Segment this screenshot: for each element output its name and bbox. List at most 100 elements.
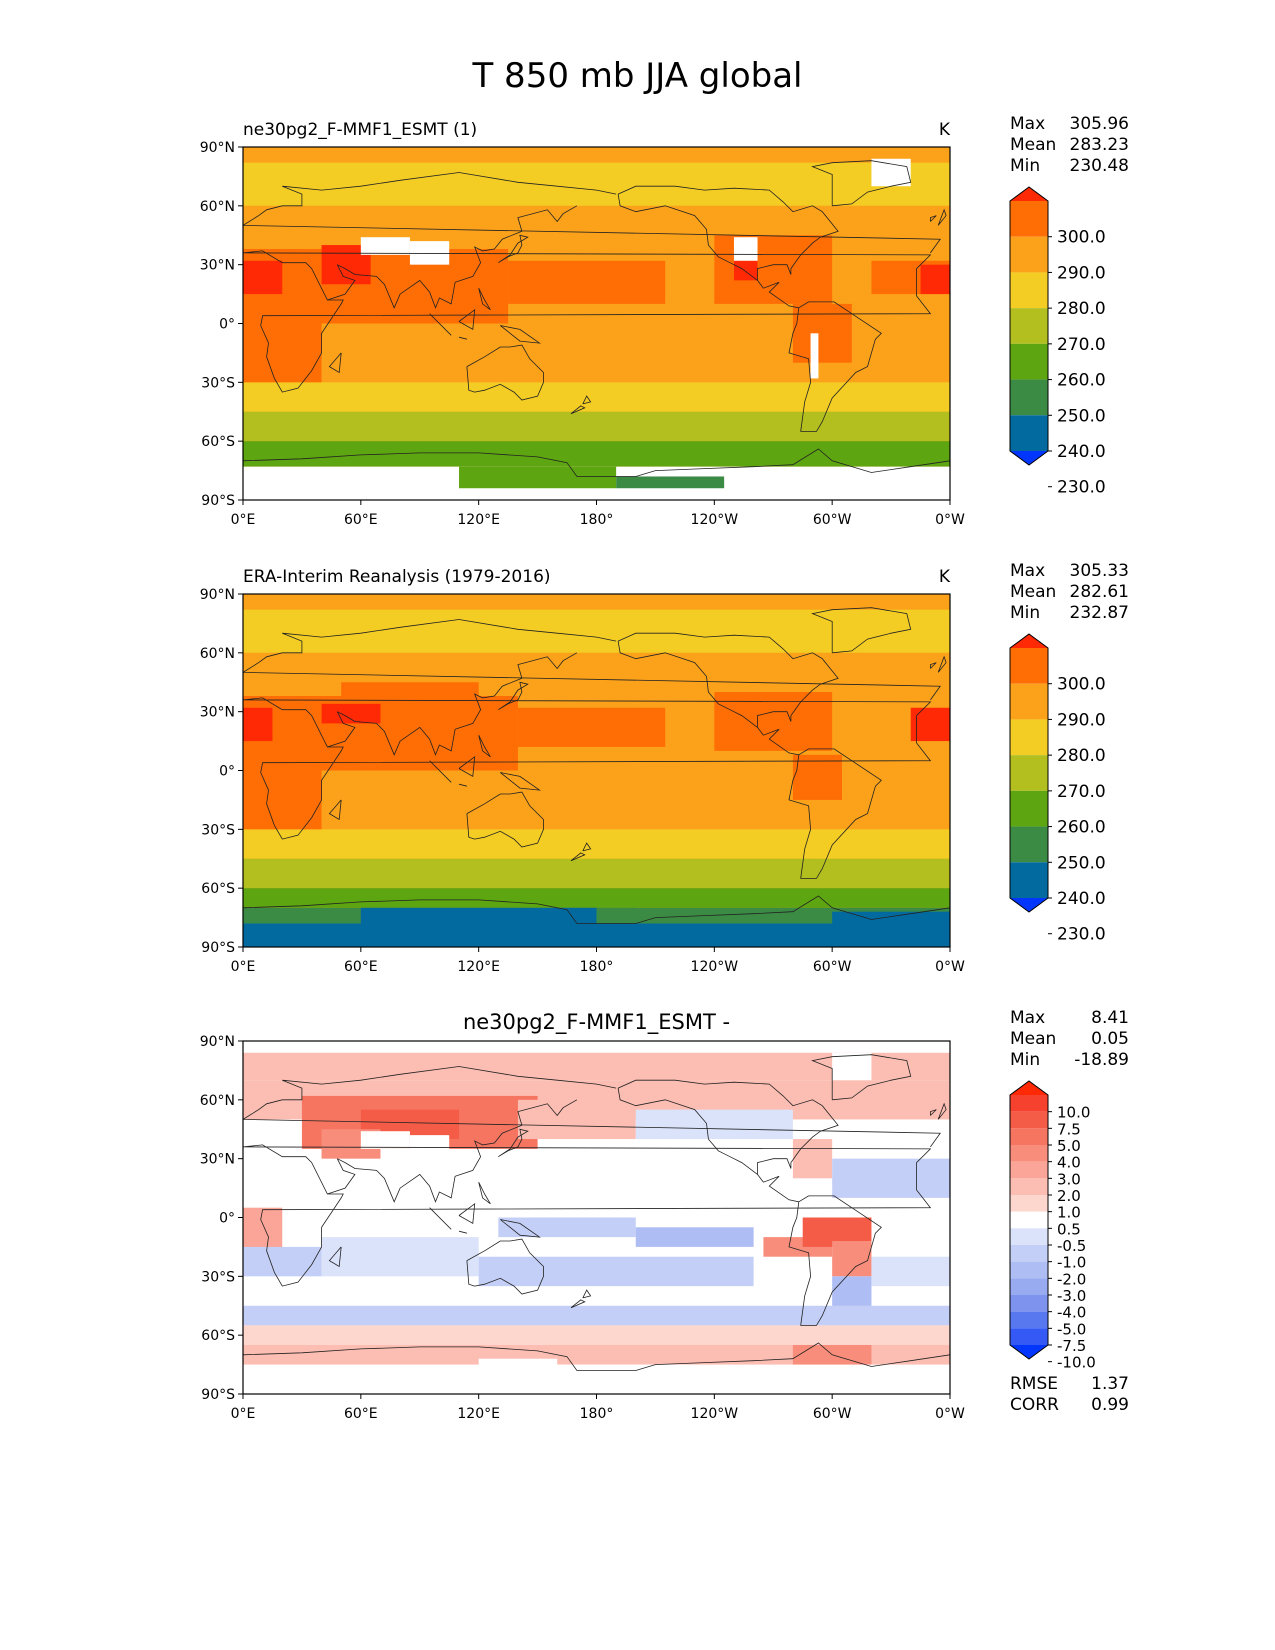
lon-tick-label: 60°W [813, 1406, 852, 1422]
lon-tick-label: 120°W [691, 512, 739, 528]
field-region [321, 1237, 479, 1277]
colorbar-tick-label: 270.0 [1057, 335, 1106, 355]
lat-tick-label: 60°S [201, 1328, 235, 1344]
coastline [478, 1182, 491, 1205]
coastline [930, 1109, 937, 1116]
lat-tick-label: 90°S [201, 1387, 235, 1403]
coastline [466, 344, 544, 401]
colorbar-tick-label: -0.5 [1057, 1237, 1086, 1255]
panel-model: 90°N 60°N 30°N 0° 30°S 60°S 90°S 0°E 60°E 120°E 18… [200, 114, 1129, 528]
field-region [508, 260, 666, 304]
colorbar-segment [1010, 1245, 1048, 1262]
field-region [478, 1256, 597, 1287]
coastline [617, 641, 758, 728]
field-region [832, 911, 950, 928]
field-region [733, 260, 758, 281]
stat-label: Min [1010, 1050, 1040, 1070]
field-region [871, 158, 911, 187]
colorbar-tick-label: 280.0 [1057, 299, 1106, 319]
panel-left-title: ERA-Interim Reanalysis (1979-2016) [243, 567, 551, 587]
field-region [596, 1256, 754, 1287]
lon-tick-label: 0°W [935, 1406, 965, 1422]
metric-label: CORR [1010, 1395, 1059, 1415]
colorbar-segment [1010, 201, 1048, 237]
field-region [409, 241, 450, 265]
field-region [321, 703, 381, 724]
stat-value: 0.05 [1091, 1029, 1129, 1049]
stat-value: -18.89 [1074, 1050, 1129, 1070]
coastline [617, 1088, 758, 1175]
coastline [328, 799, 342, 821]
coastline [617, 194, 758, 281]
coastline [937, 1102, 947, 1120]
coastline [498, 234, 529, 264]
field-region [635, 1109, 793, 1140]
field-region [910, 707, 950, 742]
colorbar-segment [1010, 343, 1048, 380]
lon-tick-label: 60°E [344, 1406, 378, 1422]
coastline [328, 1246, 342, 1268]
coastline [500, 1219, 541, 1238]
field-region [341, 682, 479, 702]
coastline [498, 1128, 529, 1158]
colorbar-segment [1010, 1095, 1048, 1112]
coastline [458, 336, 467, 340]
lon-tick-label: 180° [580, 1406, 614, 1422]
colorbar-segment [1010, 1128, 1048, 1145]
coastline [466, 791, 544, 848]
colorbar-tick-label: 300.0 [1057, 675, 1106, 695]
coastline [429, 1207, 452, 1230]
coastline [337, 205, 578, 309]
colorbar-segment [1010, 1178, 1048, 1195]
field-region [616, 476, 725, 489]
field-region [459, 466, 617, 489]
stat-value: 8.41 [1091, 1008, 1129, 1028]
lon-tick-label: 60°W [813, 512, 852, 528]
lon-tick-label: 60°E [344, 959, 378, 975]
colorbar-tick-label: -1.0 [1057, 1254, 1086, 1272]
stat-label: Max [1010, 114, 1045, 134]
colorbar-segment [1010, 1145, 1048, 1162]
colorbar-tick-label: 0.5 [1057, 1220, 1081, 1238]
coastline [429, 760, 452, 783]
coastline [582, 1289, 592, 1299]
stat-label: Mean [1010, 582, 1056, 602]
colorbar-tick-label: 250.0 [1057, 406, 1106, 426]
coastline [570, 852, 586, 862]
colorbar-tick-label: 290.0 [1057, 263, 1106, 283]
stat-label: Max [1010, 1008, 1045, 1028]
field-region [517, 707, 666, 747]
lat-tick-label: 90°N [200, 587, 235, 603]
field-region [409, 1135, 450, 1159]
colorbar-segment [1010, 1311, 1048, 1329]
colorbar-segment [1010, 1211, 1048, 1229]
lat-tick-label: 0° [219, 764, 235, 780]
coastline [458, 1230, 467, 1234]
coastline [337, 1099, 578, 1203]
field-region [596, 907, 636, 924]
colorbar-extend-min [1010, 451, 1048, 465]
metric-value: 1.37 [1091, 1374, 1129, 1394]
stat-label: Min [1010, 156, 1040, 176]
lat-tick-label: 60°N [200, 646, 235, 662]
lat-tick-label: 30°N [200, 705, 235, 721]
coastline [498, 681, 529, 711]
panel-units: K [939, 567, 951, 587]
coastline [243, 1066, 941, 1148]
field-region [360, 1188, 499, 1228]
colorbar-segment [1010, 790, 1048, 827]
field-region [243, 260, 283, 295]
colorbar-tick-label: 270.0 [1057, 782, 1106, 802]
lat-tick-label: 90°S [201, 940, 235, 956]
field-region [517, 1364, 695, 1383]
colorbar-tick-label: -10.0 [1057, 1354, 1096, 1372]
lon-tick-label: 180° [580, 512, 614, 528]
lat-tick-label: 0° [219, 317, 235, 333]
colorbar-segment [1010, 272, 1048, 309]
coastline [811, 160, 912, 207]
lon-tick-label: 0°E [231, 512, 256, 528]
lon-tick-label: 0°W [935, 512, 965, 528]
lon-tick-label: 120°W [691, 1406, 739, 1422]
coastline [930, 662, 937, 669]
